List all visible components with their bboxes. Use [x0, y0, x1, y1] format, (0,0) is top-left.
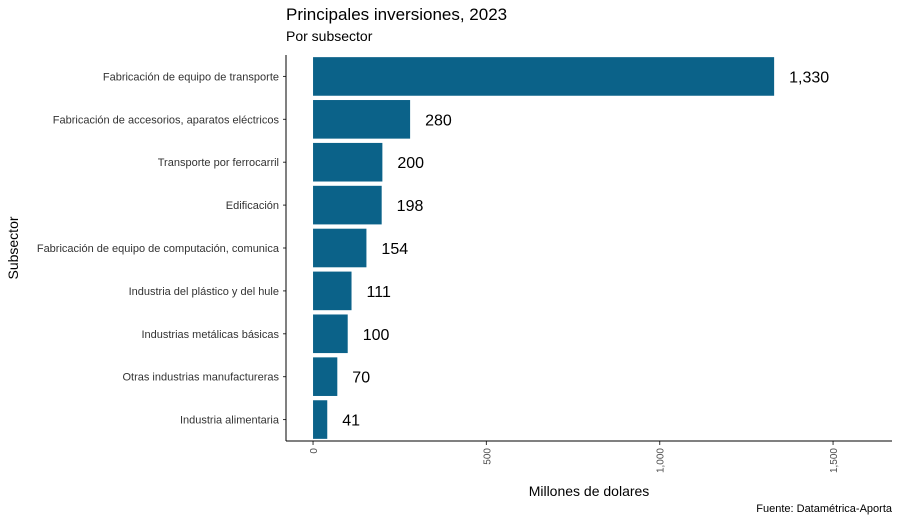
category-label: Industria del plástico y del hule: [129, 286, 279, 298]
category-label: Fabricación de equipo de transporte: [103, 71, 279, 83]
chart-caption: Fuente: Datamétrica-Aporta: [756, 503, 893, 515]
bar-value-label: 198: [397, 198, 424, 215]
bar: [313, 100, 411, 139]
category-label: Otras industrias manufactureras: [122, 372, 279, 384]
category-label: Industria alimentaria: [180, 415, 280, 427]
bar-value-label: 1,330: [789, 69, 829, 86]
chart-subtitle: Por subsector: [286, 28, 373, 44]
category-label: Transporte por ferrocarril: [158, 157, 279, 169]
bar-value-label: 41: [342, 413, 360, 430]
category-label: Fabricación de accesorios, aparatos eléc…: [53, 114, 280, 126]
bar-value-label: 280: [425, 112, 452, 129]
bar-value-label: 70: [352, 370, 370, 387]
category-label: Industrias metálicas básicas: [141, 329, 279, 341]
chart-title: Principales inversiones, 2023: [286, 5, 507, 24]
bar: [313, 271, 352, 311]
bar: [313, 357, 338, 396]
bar: [313, 314, 348, 354]
x-axis-title: Millones de dolares: [529, 483, 650, 499]
y-axis-title: Subsector: [5, 216, 21, 279]
bar: [313, 185, 382, 225]
bar-value-label: 154: [381, 241, 408, 258]
bar-value-label: 111: [367, 284, 391, 301]
category-label: Fabricación de equipo de computación, co…: [37, 243, 280, 255]
bar-value-label: 200: [397, 155, 424, 172]
plot-area: 1,330 Fabricación de equipo de transporte…: [37, 57, 840, 473]
x-tick-label: 500: [482, 448, 493, 465]
x-tick-label: 1,000: [656, 448, 667, 473]
bar: [313, 400, 328, 439]
bar: [313, 57, 775, 96]
bar: [313, 142, 383, 182]
x-tick-label: 1,500: [829, 448, 840, 473]
x-tick-label: 0: [309, 448, 320, 454]
bar: [313, 228, 367, 268]
category-label: Edificación: [226, 200, 279, 212]
bar-value-label: 100: [363, 327, 390, 344]
